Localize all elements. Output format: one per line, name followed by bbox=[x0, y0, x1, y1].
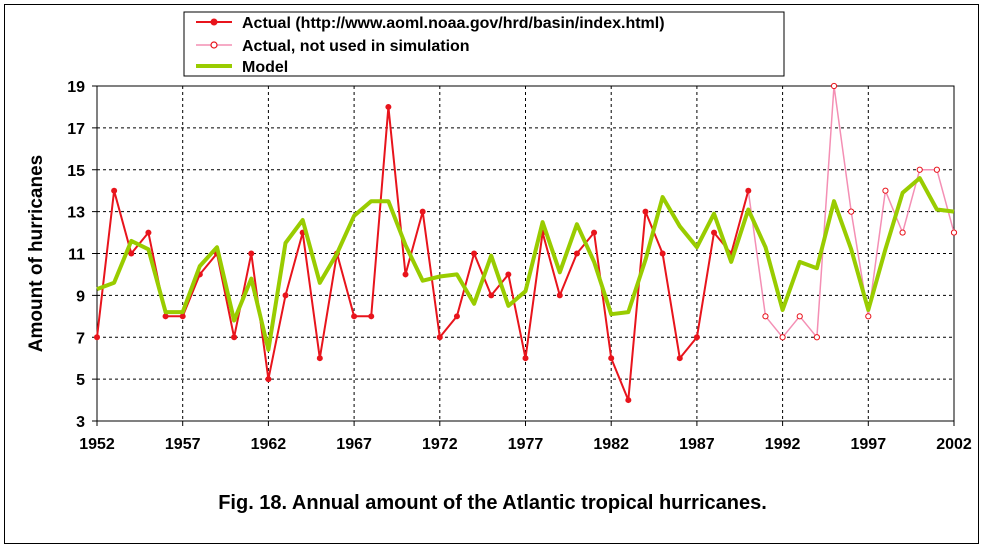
legend-marker-actual bbox=[210, 18, 218, 26]
series-not-used-point bbox=[950, 229, 958, 236]
series-actual-point bbox=[351, 313, 358, 320]
legend-label-actual: Actual (http://www.aoml.noaa.gov/hrd/bas… bbox=[242, 15, 665, 32]
x-tick-label: 1957 bbox=[165, 436, 201, 453]
x-tick-label: 1992 bbox=[765, 436, 801, 453]
series-not-used-point bbox=[865, 313, 872, 320]
legend-item-model: Model bbox=[196, 59, 288, 76]
series-actual-point bbox=[573, 250, 580, 257]
series-actual-point bbox=[248, 250, 255, 257]
y-tick-label: 11 bbox=[68, 247, 85, 264]
series-not-used-point bbox=[882, 187, 889, 194]
series-not-used-point bbox=[933, 166, 940, 173]
series-actual-point bbox=[522, 355, 529, 362]
legend-box bbox=[183, 11, 785, 77]
series-not-used-point bbox=[916, 166, 923, 173]
y-tick-label: 13 bbox=[67, 205, 85, 222]
x-tick-label: 1977 bbox=[508, 436, 544, 453]
series-actual-point bbox=[402, 271, 409, 278]
figure-frame bbox=[4, 4, 979, 544]
series-actual-point bbox=[676, 355, 683, 362]
series-actual-point bbox=[745, 187, 752, 194]
series-actual-point bbox=[145, 229, 152, 236]
series-actual-point bbox=[179, 313, 186, 320]
series-actual-point bbox=[419, 208, 426, 215]
series-actual-point bbox=[608, 355, 615, 362]
series-actual-point bbox=[111, 187, 118, 194]
x-tick-label: 1982 bbox=[593, 436, 629, 453]
x-tick-label: 1972 bbox=[422, 436, 458, 453]
grid-lines bbox=[97, 86, 954, 421]
y-axis-label: Amount of hurricanes bbox=[26, 155, 47, 352]
x-tick-label: 2002 bbox=[936, 436, 972, 453]
series-actual-point bbox=[711, 229, 718, 236]
series-actual-point bbox=[642, 208, 649, 215]
series-actual-point bbox=[231, 334, 238, 341]
legend-item-actual: Actual (http://www.aoml.noaa.gov/hrd/bas… bbox=[196, 15, 665, 32]
series-actual-point bbox=[128, 250, 135, 257]
legend-label-not-used: Actual, not used in simulation bbox=[242, 38, 470, 55]
y-tick-label: 17 bbox=[67, 121, 85, 138]
series-not-used-point bbox=[796, 313, 803, 320]
y-tick-label: 3 bbox=[76, 414, 85, 431]
series-actual-point bbox=[471, 250, 478, 257]
x-tick-label: 1987 bbox=[679, 436, 715, 453]
series-actual-point bbox=[385, 103, 392, 110]
series-actual-point bbox=[368, 313, 375, 320]
y-tick-label: 19 bbox=[67, 79, 85, 96]
series-actual-point bbox=[316, 355, 323, 362]
series-actual-point bbox=[556, 292, 563, 299]
series-not-used-point bbox=[830, 82, 838, 90]
x-tick-label: 1967 bbox=[336, 436, 372, 453]
hurricane-chart: 1952 1957 1962 1967 1972 1977 1982 1987 1992 1997… bbox=[26, 11, 972, 453]
series-actual-point bbox=[693, 334, 700, 341]
series-not-used-point bbox=[899, 229, 906, 236]
figure-caption: Fig. 18. Annual amount of the Atlantic t… bbox=[218, 492, 767, 514]
y-tick-label: 7 bbox=[76, 330, 85, 347]
series-actual-point bbox=[453, 313, 460, 320]
legend-label-model: Model bbox=[242, 59, 288, 76]
series-not-used-point bbox=[813, 334, 820, 341]
legend-item-not-used: Actual, not used in simulation bbox=[196, 38, 470, 55]
series-actual-point bbox=[436, 334, 443, 341]
series-model-line bbox=[96, 176, 955, 352]
legend: Actual (http://www.aoml.noaa.gov/hrd/bas… bbox=[183, 11, 785, 77]
legend-marker-not-used bbox=[210, 41, 218, 49]
x-tick-label: 1962 bbox=[251, 436, 287, 453]
series-not-used-point bbox=[762, 313, 769, 320]
x-axis-ticks: 1952 1957 1962 1967 1972 1977 1982 1987 1992 1997… bbox=[79, 421, 972, 453]
series-layer bbox=[94, 82, 958, 404]
y-tick-label: 9 bbox=[76, 288, 85, 305]
y-tick-label: 5 bbox=[76, 372, 85, 389]
y-axis-ticks: 3 5 7 9 11 13 15 17 19 bbox=[67, 79, 97, 431]
series-not-used-point bbox=[779, 334, 786, 341]
series-actual-point bbox=[591, 229, 598, 236]
x-tick-label: 1997 bbox=[851, 436, 887, 453]
series-actual-point bbox=[162, 313, 169, 320]
series-actual-point bbox=[488, 292, 495, 299]
x-tick-label: 1952 bbox=[79, 436, 115, 453]
series-actual-point bbox=[282, 292, 289, 299]
series-actual-point bbox=[625, 397, 632, 404]
series-actual-point bbox=[659, 250, 666, 257]
series-actual-point bbox=[505, 271, 512, 278]
y-tick-label: 15 bbox=[67, 163, 85, 180]
series-actual-point bbox=[265, 376, 272, 383]
series-not-used-point bbox=[848, 208, 855, 215]
series-actual-point bbox=[94, 334, 100, 341]
